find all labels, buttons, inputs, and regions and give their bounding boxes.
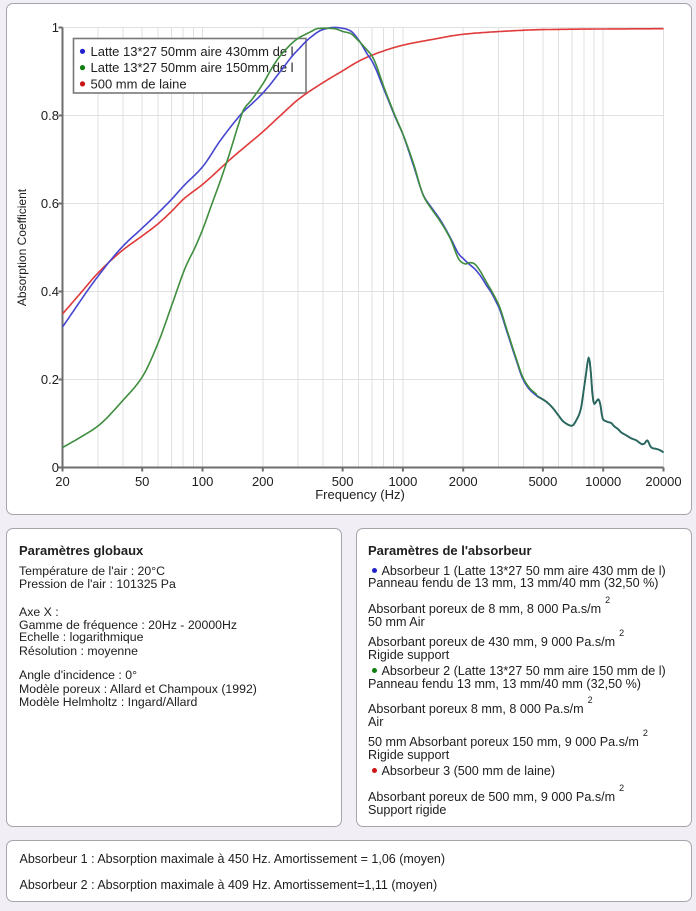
svg-text:Absorption Coefficient: Absorption Coefficient — [15, 188, 29, 306]
svg-text:500: 500 — [332, 474, 354, 489]
svg-text:1000: 1000 — [388, 474, 417, 489]
svg-text:5000: 5000 — [528, 474, 557, 489]
svg-text:500 mm de laine: 500 mm de laine — [91, 76, 187, 91]
svg-text:200: 200 — [252, 474, 274, 489]
svg-text:20000: 20000 — [645, 474, 681, 489]
svg-text:Latte 13*27 50mm aire 430mm de: Latte 13*27 50mm aire 430mm de l — [91, 44, 294, 59]
svg-text:10000: 10000 — [585, 474, 621, 489]
svg-text:0.6: 0.6 — [41, 196, 59, 211]
svg-text:Latte 13*27 50mm aire 150mm de: Latte 13*27 50mm aire 150mm de l — [91, 60, 294, 75]
svg-text:0.2: 0.2 — [41, 372, 59, 387]
svg-text:20: 20 — [55, 474, 69, 489]
svg-text:0.4: 0.4 — [41, 284, 59, 299]
svg-text:2000: 2000 — [449, 474, 478, 489]
svg-text:100: 100 — [192, 474, 214, 489]
svg-text:Frequency (Hz): Frequency (Hz) — [315, 487, 405, 502]
svg-text:50: 50 — [135, 474, 149, 489]
svg-text:0: 0 — [52, 460, 59, 475]
svg-text:1: 1 — [52, 20, 59, 35]
svg-text:0.8: 0.8 — [41, 108, 59, 123]
